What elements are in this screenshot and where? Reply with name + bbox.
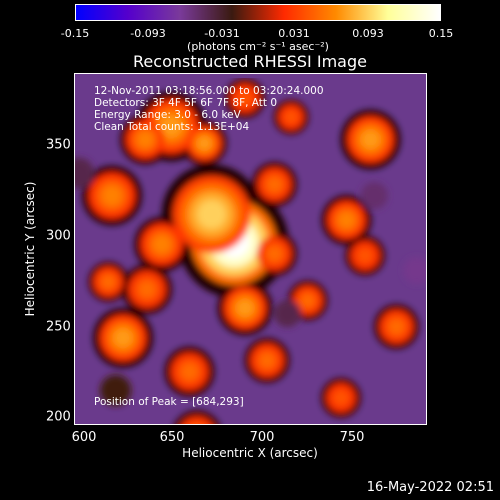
heatmap-source <box>361 130 380 149</box>
x-tick-label: 600 <box>71 430 97 445</box>
heatmap-source <box>339 212 354 228</box>
colorbar-tick-label: -0.093 <box>130 27 166 40</box>
y-tick-label: 300 <box>46 228 71 244</box>
heatmap-source <box>286 112 297 123</box>
colorbar-units-label: (photons cm⁻² s⁻¹ asec⁻²) <box>187 40 329 53</box>
colorbar-tick-label: 0.031 <box>278 27 310 40</box>
x-tick-label: 650 <box>159 430 185 445</box>
info-time-range: 12-Nov-2011 03:18:56.000 to 03:20:24.000 <box>94 85 324 97</box>
plot-timestamp: 16-May-2022 02:51 <box>366 480 494 495</box>
heatmap-source <box>186 419 208 424</box>
heatmap-source <box>139 282 155 297</box>
heatmap-source <box>260 353 274 367</box>
heatmap-source <box>160 116 182 137</box>
info-detectors: Detectors: 3F 4F 5F 6F 7F 8F, Att 0 <box>94 97 278 109</box>
peak-position-label: Position of Peak = [684,293] <box>94 396 244 408</box>
heatmap-source <box>100 374 132 406</box>
y-tick-label: 250 <box>46 319 71 335</box>
heatmap-source <box>197 136 211 150</box>
heatmap-source <box>75 157 95 189</box>
heatmap-sources <box>75 78 426 424</box>
heatmap-source <box>273 299 302 328</box>
colorbar-tick-label: -0.15 <box>60 27 90 40</box>
heatmap-source <box>268 177 282 191</box>
info-energy-range: Energy Range: 3.0 - 6.0 keV <box>94 109 241 121</box>
x-tick-label: 750 <box>339 430 365 445</box>
colorbar-tick-label: 0.093 <box>352 27 384 40</box>
colorbar-tick-label: 0.15 <box>428 27 454 40</box>
heatmap-source <box>403 256 426 285</box>
heatmap-source <box>335 392 347 404</box>
heatmap-source <box>153 236 170 253</box>
image-plot-area <box>74 73 427 425</box>
heatmap-source <box>137 132 153 147</box>
heatmap-source <box>360 182 388 210</box>
heatmap-image <box>75 74 426 424</box>
y-tick-label: 350 <box>46 137 71 153</box>
x-axis-label: Heliocentric X (arcsec) <box>182 446 318 460</box>
y-axis-label: Heliocentric Y (arcsec) <box>23 181 37 317</box>
heatmap-source <box>197 199 227 229</box>
heatmap-source <box>389 320 403 334</box>
heatmap-source <box>102 275 115 288</box>
heatmap-source <box>268 247 282 261</box>
heatmap-source <box>239 92 251 105</box>
chart-title: Reconstructed RHESSI Image <box>133 52 367 71</box>
heatmap-source <box>182 364 197 379</box>
colorbar-gradient <box>76 5 440 20</box>
heatmap-source <box>114 329 132 347</box>
y-tick-label: 200 <box>46 409 71 425</box>
heatmap-source <box>237 300 253 316</box>
colorbar <box>75 4 441 21</box>
heatmap-source <box>103 187 121 205</box>
info-clean-counts: Clean Total counts: 1.13E+04 <box>94 121 250 133</box>
heatmap-source <box>302 294 314 307</box>
colorbar-tick-label: -0.031 <box>204 27 240 40</box>
x-tick-label: 700 <box>249 430 275 445</box>
heatmap-source <box>359 249 371 262</box>
